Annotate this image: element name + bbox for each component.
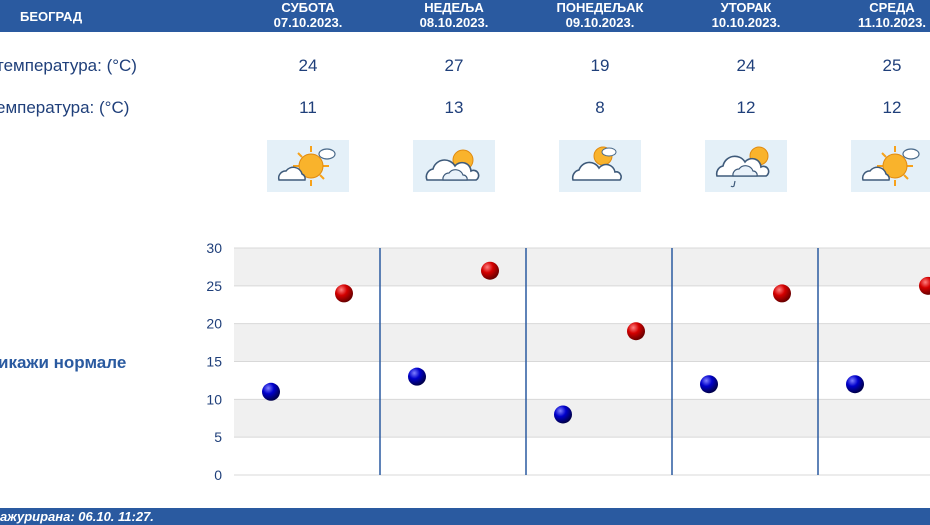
max-temp-point <box>335 284 353 303</box>
grid-band <box>234 361 930 400</box>
min-temp-3: 12 <box>736 98 756 117</box>
temperature-chart: 0 5 10 15 20 25 30 <box>206 240 930 483</box>
min-temp-label: емпература: (°C) <box>0 98 130 117</box>
y-tick-label: 20 <box>206 316 222 332</box>
max-temp-0: 24 <box>298 56 318 75</box>
cloud-sun-drizzle-icon <box>705 140 787 192</box>
y-tick-label: 5 <box>214 429 222 445</box>
y-tick-label: 25 <box>206 278 222 294</box>
day-name: НЕДЕЉА <box>424 0 484 15</box>
footer-bar: ажурирана: 06.10. 11:27. <box>0 508 930 525</box>
forecast-header-bar: БЕОГРАД СУБОТА 07.10.2023. НЕДЕЉА 08.10.… <box>0 0 930 32</box>
y-tick-label: 30 <box>206 240 222 256</box>
day-name: СУБОТА <box>281 0 335 15</box>
show-normals-link[interactable]: икажи нормале <box>0 353 127 372</box>
max-temp-label: температура: (°C) <box>0 56 137 75</box>
weather-icon-label: : <box>0 158 1 178</box>
min-temp-point <box>262 382 280 401</box>
max-temp-point <box>773 284 791 303</box>
day-header-0: СУБОТА 07.10.2023. <box>248 0 368 30</box>
max-temp-3: 24 <box>736 56 756 75</box>
day-name: СРЕДА <box>869 0 915 15</box>
day-date: 10.10.2023. <box>711 15 781 30</box>
day-date: 08.10.2023. <box>419 15 489 30</box>
grid-band <box>234 399 930 438</box>
max-temp-point <box>919 276 930 295</box>
day-date: 09.10.2023. <box>565 15 635 30</box>
y-tick-label: 0 <box>214 467 222 483</box>
day-date: 11.10.2023. <box>858 15 926 30</box>
cloud-sun-icon <box>413 140 495 192</box>
grid-band <box>234 248 930 286</box>
day-header-4: СРЕДА 11.10.2023. <box>832 0 930 30</box>
min-temp-point <box>700 375 718 394</box>
min-temp-point <box>846 375 864 394</box>
day-header-2: ПОНЕДЕЉАК 09.10.2023. <box>540 0 660 30</box>
sun-behind-cloud-icon <box>267 140 349 192</box>
min-temp-1: 13 <box>444 98 464 117</box>
day-date: 07.10.2023. <box>273 15 343 30</box>
cloud-sun-icon <box>559 140 641 192</box>
min-temp-4: 12 <box>882 98 902 117</box>
max-temp-4: 25 <box>882 56 902 75</box>
city-name: БЕОГРАД <box>20 9 83 24</box>
max-temp-point <box>627 322 645 341</box>
sun-behind-cloud-icon <box>851 140 930 192</box>
max-temp-2: 19 <box>590 56 610 75</box>
grid-band <box>234 323 930 362</box>
min-temp-0: 11 <box>299 98 317 117</box>
day-name: ПОНЕДЕЉАК <box>556 0 644 15</box>
y-tick-label: 15 <box>206 354 222 370</box>
max-temp-point <box>481 261 499 280</box>
max-temp-1: 27 <box>444 56 464 75</box>
min-temp-point <box>408 367 426 386</box>
grid-band <box>234 437 930 475</box>
day-header-1: НЕДЕЉА 08.10.2023. <box>394 0 514 30</box>
day-name: УТОРАК <box>720 0 772 15</box>
min-temp-point <box>554 405 572 424</box>
day-header-3: УТОРАК 10.10.2023. <box>686 0 806 30</box>
last-updated: ажурирана: 06.10. 11:27. <box>0 509 154 524</box>
min-temp-2: 8 <box>595 98 605 117</box>
y-tick-label: 10 <box>206 391 222 407</box>
